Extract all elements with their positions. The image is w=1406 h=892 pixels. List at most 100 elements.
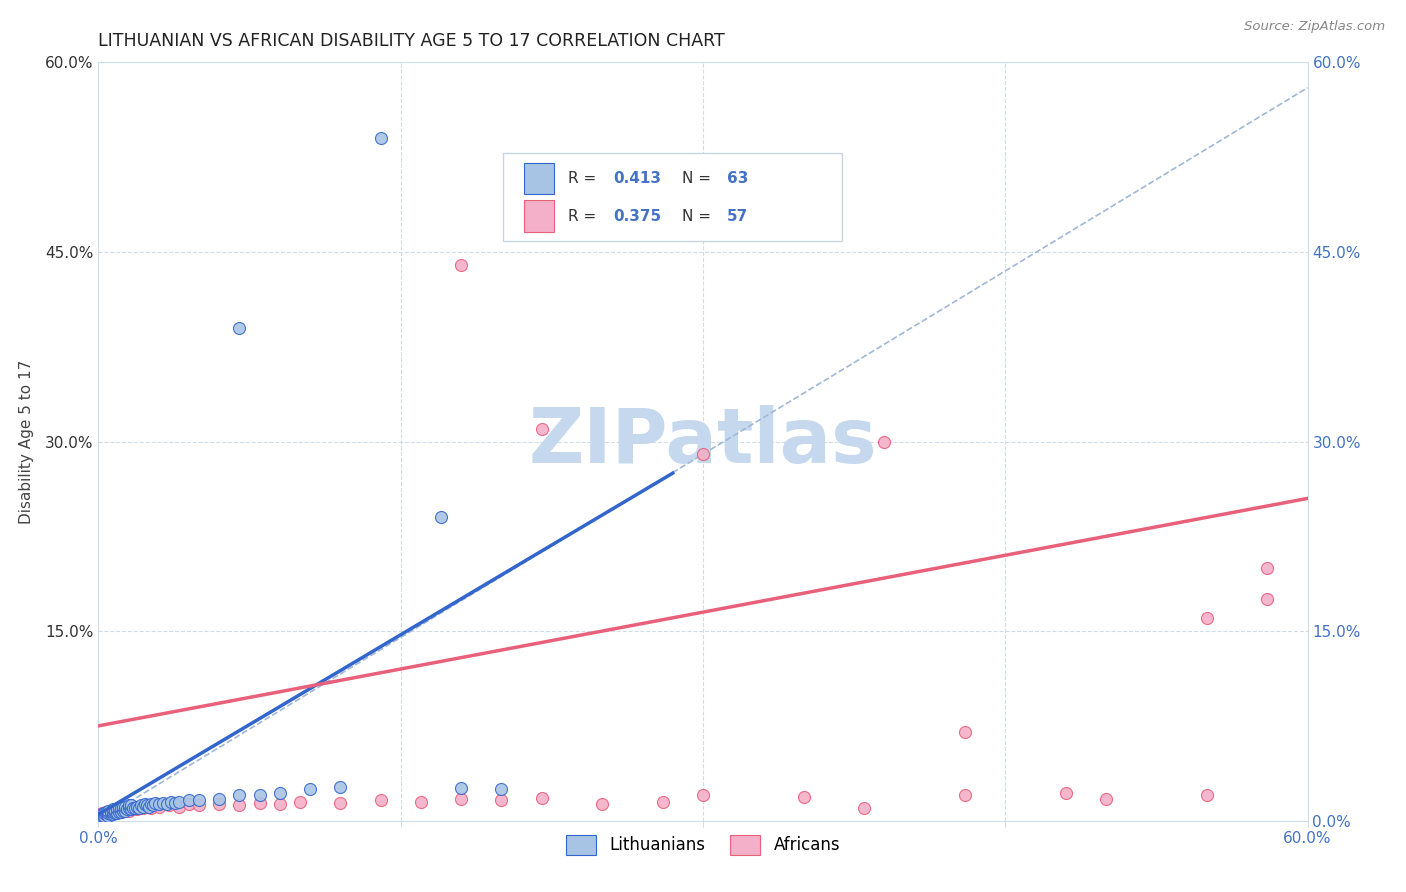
Text: 0.413: 0.413 <box>613 171 661 186</box>
Africans <box>269 797 291 812</box>
Lithuanians <box>100 807 122 822</box>
Africans <box>114 804 136 818</box>
Lithuanians <box>132 799 155 814</box>
Lithuanians <box>167 795 190 809</box>
Africans <box>1054 786 1077 800</box>
Lithuanians <box>120 798 142 813</box>
Lithuanians <box>107 801 129 815</box>
Legend: Lithuanians, Africans: Lithuanians, Africans <box>560 828 846 862</box>
Lithuanians <box>96 805 118 819</box>
Lithuanians <box>101 805 124 819</box>
Lithuanians <box>269 786 291 800</box>
Text: R =: R = <box>568 171 600 186</box>
Africans <box>124 799 146 814</box>
Africans <box>651 795 673 809</box>
Africans <box>692 447 714 461</box>
Lithuanians <box>156 797 179 812</box>
Lithuanians <box>115 802 138 816</box>
Africans <box>591 797 613 812</box>
Africans <box>100 804 122 818</box>
Lithuanians <box>299 782 322 797</box>
Africans <box>491 793 513 807</box>
Lithuanians <box>89 810 111 824</box>
Africans <box>228 798 250 813</box>
Lithuanians <box>249 789 271 803</box>
Lithuanians <box>120 802 142 816</box>
Lithuanians <box>228 320 250 334</box>
Africans <box>91 806 114 821</box>
Text: N =: N = <box>682 209 716 224</box>
Lithuanians <box>103 804 125 818</box>
Text: R =: R = <box>568 209 600 224</box>
Africans <box>97 806 120 821</box>
Africans <box>953 725 976 739</box>
Africans <box>118 804 141 818</box>
Lithuanians <box>114 799 136 814</box>
Lithuanians <box>110 801 132 815</box>
Lithuanians <box>114 804 136 818</box>
Africans <box>409 795 432 809</box>
Lithuanians <box>142 798 165 813</box>
Lithuanians <box>91 808 114 822</box>
Lithuanians <box>160 795 183 809</box>
Africans <box>188 798 211 813</box>
Lithuanians <box>370 131 392 145</box>
Africans <box>530 422 553 436</box>
Africans <box>793 789 815 804</box>
Lithuanians <box>125 799 148 814</box>
Lithuanians <box>128 801 150 815</box>
Lithuanians <box>228 789 250 803</box>
Lithuanians <box>138 799 160 814</box>
Lithuanians <box>121 801 143 815</box>
Africans <box>125 802 148 816</box>
Lithuanians <box>96 807 118 822</box>
Africans <box>853 801 876 815</box>
Lithuanians <box>134 797 156 812</box>
Lithuanians <box>450 780 472 795</box>
Africans <box>143 798 166 813</box>
Lithuanians <box>97 804 120 818</box>
Lithuanians <box>110 805 132 819</box>
FancyBboxPatch shape <box>503 153 842 241</box>
Lithuanians <box>135 798 157 813</box>
Africans <box>89 807 111 822</box>
Lithuanians <box>188 793 211 807</box>
Bar <box>524 162 554 194</box>
Lithuanians <box>107 805 129 819</box>
Lithuanians <box>103 806 125 821</box>
Africans <box>1195 611 1218 625</box>
Lithuanians <box>101 807 124 822</box>
Text: LITHUANIAN VS AFRICAN DISABILITY AGE 5 TO 17 CORRELATION CHART: LITHUANIAN VS AFRICAN DISABILITY AGE 5 T… <box>98 32 725 50</box>
Lithuanians <box>163 796 186 810</box>
Lithuanians <box>491 782 513 797</box>
Bar <box>524 201 554 232</box>
Lithuanians <box>111 799 134 814</box>
Africans <box>96 805 118 819</box>
Africans <box>148 799 170 814</box>
Africans <box>179 797 201 812</box>
Lithuanians <box>97 808 120 822</box>
Africans <box>121 802 143 816</box>
Lithuanians <box>93 808 115 822</box>
Lithuanians <box>179 793 201 807</box>
Africans <box>167 799 190 814</box>
Africans <box>115 801 138 815</box>
Text: N =: N = <box>682 171 716 186</box>
Lithuanians <box>91 807 114 822</box>
Lithuanians <box>329 780 352 794</box>
Africans <box>107 802 129 816</box>
Africans <box>139 801 162 815</box>
Lithuanians <box>105 802 128 816</box>
Lithuanians <box>101 802 124 816</box>
Lithuanians <box>118 801 141 815</box>
Africans <box>1256 561 1278 575</box>
Lithuanians <box>129 798 152 813</box>
Africans <box>1095 792 1118 806</box>
Africans <box>450 792 472 806</box>
Africans <box>1256 592 1278 607</box>
Africans <box>157 798 180 813</box>
Y-axis label: Disability Age 5 to 17: Disability Age 5 to 17 <box>18 359 34 524</box>
Africans <box>132 801 155 815</box>
Africans <box>370 793 392 807</box>
Lithuanians <box>93 806 115 821</box>
